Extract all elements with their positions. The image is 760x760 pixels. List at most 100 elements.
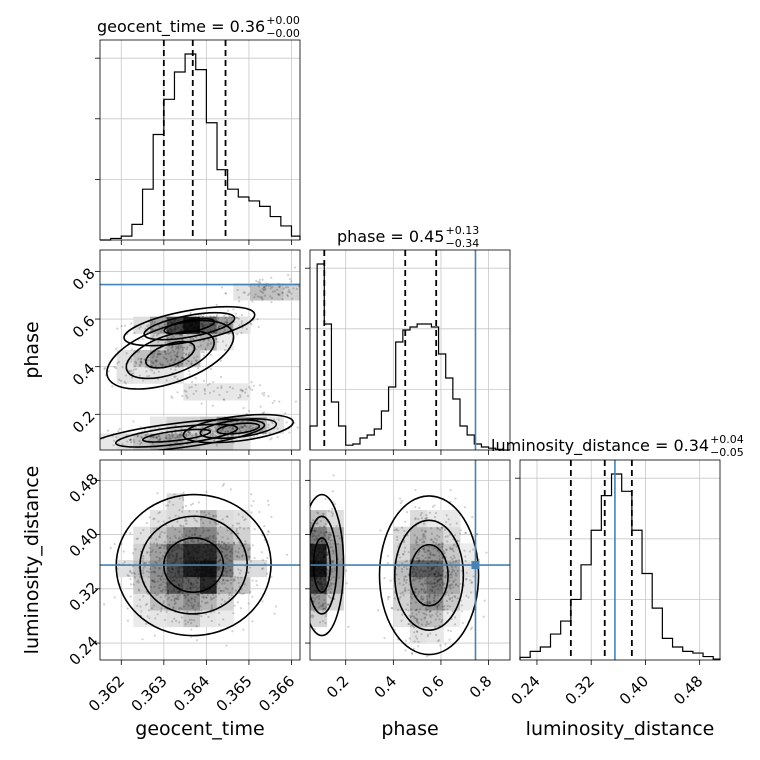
sample-point [181, 318, 184, 321]
sample-point [243, 424, 246, 428]
sample-point [171, 594, 175, 598]
sample-point [124, 382, 127, 385]
sample-point [251, 620, 254, 623]
sample-point [141, 337, 144, 341]
sample-point [433, 515, 437, 519]
sample-point [200, 582, 203, 585]
sample-point [426, 608, 429, 611]
sample-point [186, 545, 189, 548]
sample-point [225, 548, 228, 552]
sample-point [409, 595, 413, 598]
sample-point [205, 323, 208, 326]
sample-point [166, 567, 169, 570]
sample-point [307, 609, 309, 611]
sample-point [228, 591, 231, 595]
sample-point [260, 296, 263, 299]
sample-point [205, 573, 208, 576]
sample-point [50, 556, 52, 558]
sample-point [404, 639, 407, 642]
sample-point [418, 608, 422, 611]
sample-point [440, 620, 443, 623]
sample-point [123, 561, 126, 564]
density-cell [216, 383, 234, 401]
sample-point [415, 594, 419, 598]
sample-point [452, 580, 455, 583]
sample-point [264, 288, 267, 291]
sample-point [212, 514, 216, 517]
sample-point [202, 552, 205, 555]
sample-point [177, 598, 180, 601]
sample-point [322, 525, 326, 528]
sample-point [313, 627, 316, 631]
sample-point [286, 285, 290, 289]
sample-point [178, 435, 181, 439]
sample-point [311, 549, 315, 552]
sample-point [401, 613, 404, 616]
sample-point [326, 562, 329, 565]
sample-point [176, 557, 179, 560]
sample-point [132, 571, 135, 574]
sample-point [195, 390, 198, 393]
sample-point [152, 334, 155, 337]
sample-point [444, 535, 447, 538]
sample-point [215, 338, 218, 341]
sample-point [221, 546, 224, 550]
sample-point [181, 608, 184, 611]
sample-point [434, 575, 437, 578]
sample-point [447, 518, 450, 521]
sample-point [187, 434, 190, 437]
sample-point [223, 398, 226, 401]
sample-point [205, 554, 208, 557]
sample-point [472, 575, 475, 578]
sample-point [452, 544, 455, 547]
sample-point [228, 559, 231, 562]
sample-point [260, 290, 263, 294]
sample-point [433, 560, 436, 563]
sample-point [319, 576, 323, 579]
sample-point [433, 582, 437, 585]
sample-point [169, 437, 172, 440]
sample-point [332, 576, 336, 579]
sample-point [177, 327, 180, 330]
sample-point [449, 583, 452, 586]
sample-point [208, 548, 211, 551]
sample-point [196, 560, 199, 563]
sample-point [162, 588, 165, 591]
sample-point [158, 536, 161, 539]
sample-point [321, 620, 324, 623]
sample-point [425, 578, 428, 581]
sample-point [429, 569, 432, 572]
sample-point [255, 579, 258, 583]
sample-point [168, 554, 171, 557]
sample-point [326, 553, 329, 556]
sample-point [188, 373, 191, 376]
sample-point [162, 544, 165, 547]
sample-point [425, 517, 428, 520]
sample-point [181, 543, 184, 546]
sample-point [325, 580, 328, 583]
sample-point [218, 559, 221, 563]
sample-point [112, 439, 116, 442]
sample-point [437, 571, 440, 575]
sample-point [181, 535, 184, 539]
sample-point [176, 435, 179, 439]
sample-point [322, 543, 325, 547]
sample-point [208, 555, 212, 559]
sample-point [194, 383, 197, 387]
sample-point [444, 643, 447, 646]
sample-point [186, 541, 190, 544]
sample-point [229, 578, 232, 581]
sample-point [324, 531, 327, 534]
sample-point [261, 287, 264, 290]
sample-point [175, 597, 178, 601]
sample-point [261, 600, 264, 603]
sample-point [170, 590, 173, 593]
sample-point [174, 327, 178, 331]
sample-point [190, 596, 193, 600]
sample-point [173, 324, 176, 328]
sample-point [311, 552, 314, 555]
sample-point [324, 615, 327, 618]
sample-point [149, 554, 152, 557]
sample-point [444, 594, 447, 597]
sample-point [185, 432, 188, 435]
